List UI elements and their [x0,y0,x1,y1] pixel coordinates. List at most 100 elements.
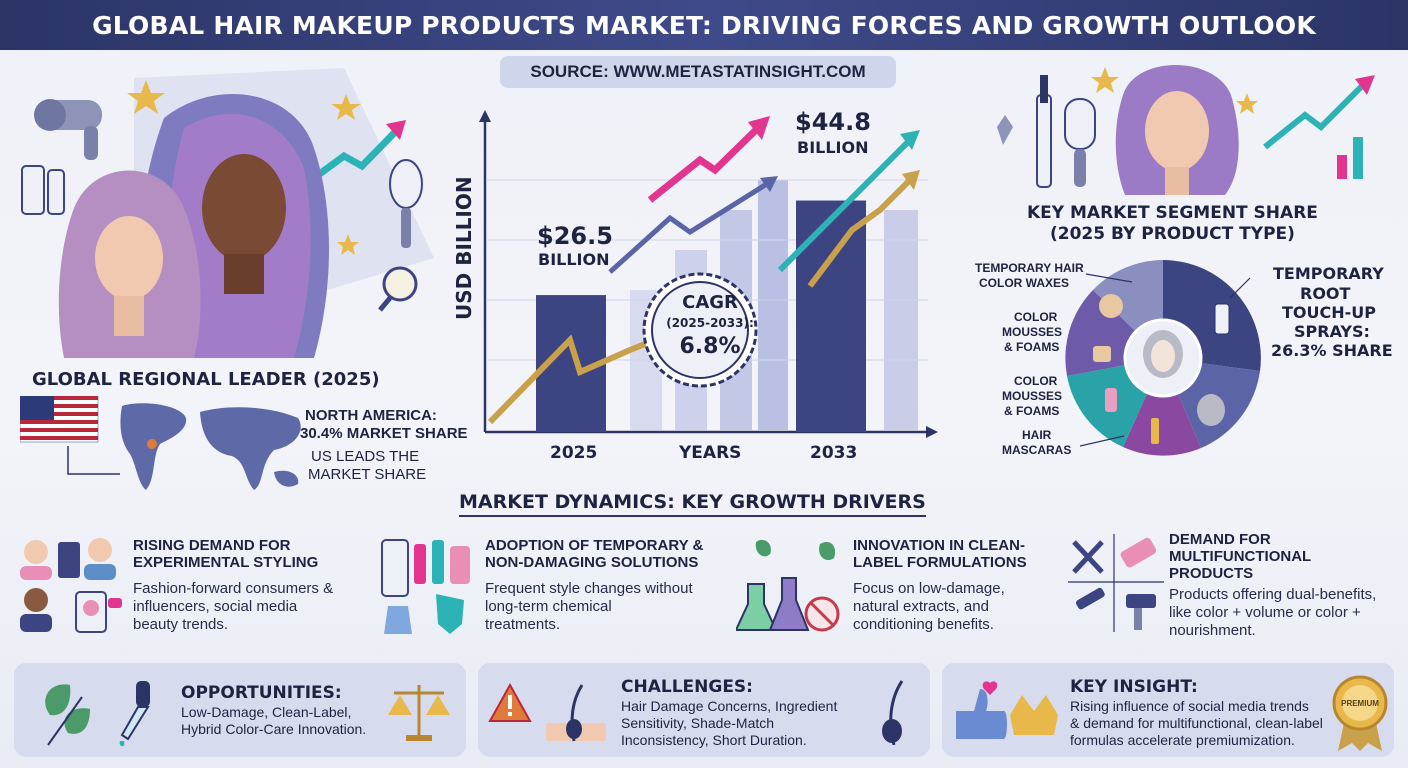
growth-bars-icon [1337,137,1363,179]
bar-label-2025-unit: BILLION [538,250,610,269]
slice-hair-mascaras [1123,358,1201,456]
hair-brush-icon [389,159,423,248]
driver-2: ADOPTION OF TEMPORARY & NON-DAMAGING SOL… [485,537,725,634]
driver-4-desc-line3: nourishment. [1169,622,1256,639]
star-icon [1236,93,1258,114]
spray-can-icon [1214,303,1230,335]
driver-4-desc-line2: like color + volume or color + [1169,604,1361,621]
cosmetic-tubes-icon [21,165,65,215]
segment-label-mousses2-line2: MOUSSES [1002,389,1063,403]
bar-label-2033-value: $44.8 [795,108,871,136]
segment-label-mousses1-line2: MOUSSES [1002,325,1063,339]
teal-trend-arrow [777,137,913,273]
location-pin-icon [147,439,157,449]
grey-hair-icon [1197,394,1225,426]
y-axis-label: USD BILLION [452,176,476,320]
driver-1-title-line1: RISING DEMAND FOR [133,537,291,554]
social-people-icon [20,538,122,633]
leaf-dropper-icon [45,681,150,747]
cagr-value: 6.8% [679,334,741,359]
segment-title-line1: KEY MARKET SEGMENT SHARE [1027,203,1318,223]
star-icon [337,234,359,255]
driver-4-desc-line1: Products offering dual-benefits, [1169,586,1377,603]
driver-2-desc-line3: treatments. [485,616,561,633]
insight-line2: & demand for multifunctional, clean-labe… [1070,715,1323,731]
premium-badge-text: PREMIUM [1341,699,1379,708]
segment-title-line2: (2025 BY PRODUCT TYPE) [1050,224,1295,244]
segment-donut-chart [1065,260,1261,456]
opportunities-title: OPPORTUNITIES: [181,683,342,703]
hero-illustration-left [21,68,434,358]
heart-icon [108,598,122,608]
driver-1-desc-line2: influencers, social media [133,598,298,615]
foam-bottle-icon [1105,388,1117,412]
driver-4-title-line2: MULTIFUNCTIONAL [1169,548,1312,565]
navy-trend-arrow [608,179,772,274]
opportunities-line1: Low-Damage, Clean-Label, [181,704,352,720]
segment-label-mousses1-line1: COLOR [1014,310,1058,324]
segment-highlight-line5: 26.3% SHARE [1271,341,1393,360]
challenges-line1: Hair Damage Concerns, Ingredient [621,698,838,714]
driver-2-desc-line2: long-term chemical [485,598,612,615]
star-icon [331,94,361,120]
premium-badge-icon: PREMIUM [1332,675,1388,751]
challenges-line3: Inconsistency, Short Duration. [621,732,807,748]
driver-3-title-line1: INNOVATION IN CLEAN- [853,537,1025,554]
dynamics-title: MARKET DYNAMICS: KEY GROWTH DRIVERS [459,491,926,517]
segment-label-mascaras-line2: MASCARAS [1002,443,1072,457]
woman-head-icon [1143,330,1183,378]
cagr-label: CAGR [682,292,738,313]
challenges-title: CHALLENGES: [621,677,753,697]
multifunctional-tools-icon [1068,534,1164,632]
driver-2-title-line1: ADOPTION OF TEMPORARY & [485,537,704,554]
region-note-line2: MARKET SHARE [308,466,427,483]
lab-flask-icon [736,539,840,632]
regional-title: GLOBAL REGIONAL LEADER (2025) [32,369,380,390]
challenges-line2: Sensitivity, Shade-Match [621,715,775,731]
woman-portrait-2 [58,170,201,358]
mascara-wand-icon [1151,418,1159,444]
x-axis-label: YEARS [679,443,742,463]
hair-dryer-icon [34,99,102,160]
opportunities-panel: OPPORTUNITIES: Low-Damage, Clean-Label, … [14,663,466,757]
driver-1: RISING DEMAND FOR EXPERIMENTAL STYLING F… [133,537,373,634]
paddle-brush-icon [1064,98,1096,187]
x-tick-2025: 2025 [550,443,598,463]
segment-label-waxes-line2: COLOR WAXES [979,276,1070,290]
mascara-icon [1036,75,1052,188]
growth-arrow-icon [1263,80,1368,150]
challenges-panel: CHALLENGES: Hair Damage Concerns, Ingred… [478,663,930,757]
source-label: SOURCE: WWW.METASTATINSIGHT.COM [500,56,896,88]
insight-line1: Rising influence of social media trends [1070,698,1309,714]
star-icon [127,80,165,114]
hair-strand-icon [882,680,904,745]
driver-1-desc-line1: Fashion-forward consumers & [133,580,334,597]
region-line2: 30.4% MARKET SHARE [300,425,468,442]
segment-label-mousses2-line1: COLOR [1014,374,1058,388]
segment-label-mousses2-line3: & FOAMS [1004,404,1060,418]
driver-4-title-line3: PRODUCTS [1169,565,1254,582]
driver-3-desc-line3: conditioning benefits. [853,616,994,633]
insight-line3: formulas accelerate premiumization. [1070,732,1295,748]
bar-2033 [796,200,866,432]
driver-1-title-line2: EXPERIMENTAL STYLING [133,554,319,571]
segment-highlight-line1: TEMPORARY [1273,264,1384,283]
driver-3-desc-line2: natural extracts, and [853,598,989,615]
driver-4-title-line1: DEMAND FOR [1169,531,1271,548]
page-title: GLOBAL HAIR MAKEUP PRODUCTS MARKET: DRIV… [0,0,1408,50]
temporary-products-icon [381,539,470,634]
insight-panel: KEY INSIGHT: Rising influence of social … [942,663,1394,757]
driver-3-desc-line1: Focus on low-damage, [853,580,1005,597]
hero-illustration-right [997,65,1375,195]
insight-title: KEY INSIGHT: [1070,677,1198,697]
driver-2-desc-line1: Frequent style changes without [485,580,693,597]
woman-portrait-3 [1115,65,1239,195]
segment-label-waxes-line1: TEMPORARY HAIR [975,261,1084,275]
driver-3: INNOVATION IN CLEAN- LABEL FORMULATIONS … [853,537,1073,634]
warning-follicle-icon [488,682,606,742]
star-icon [1091,67,1119,93]
region-line1: NORTH AMERICA: [305,407,437,424]
magnifier-icon [378,266,418,312]
driver-2-title-line2: NON-DAMAGING SOLUTIONS [485,554,699,571]
driver-4: DEMAND FOR MULTIFUNCTIONAL PRODUCTS Prod… [1169,531,1399,640]
